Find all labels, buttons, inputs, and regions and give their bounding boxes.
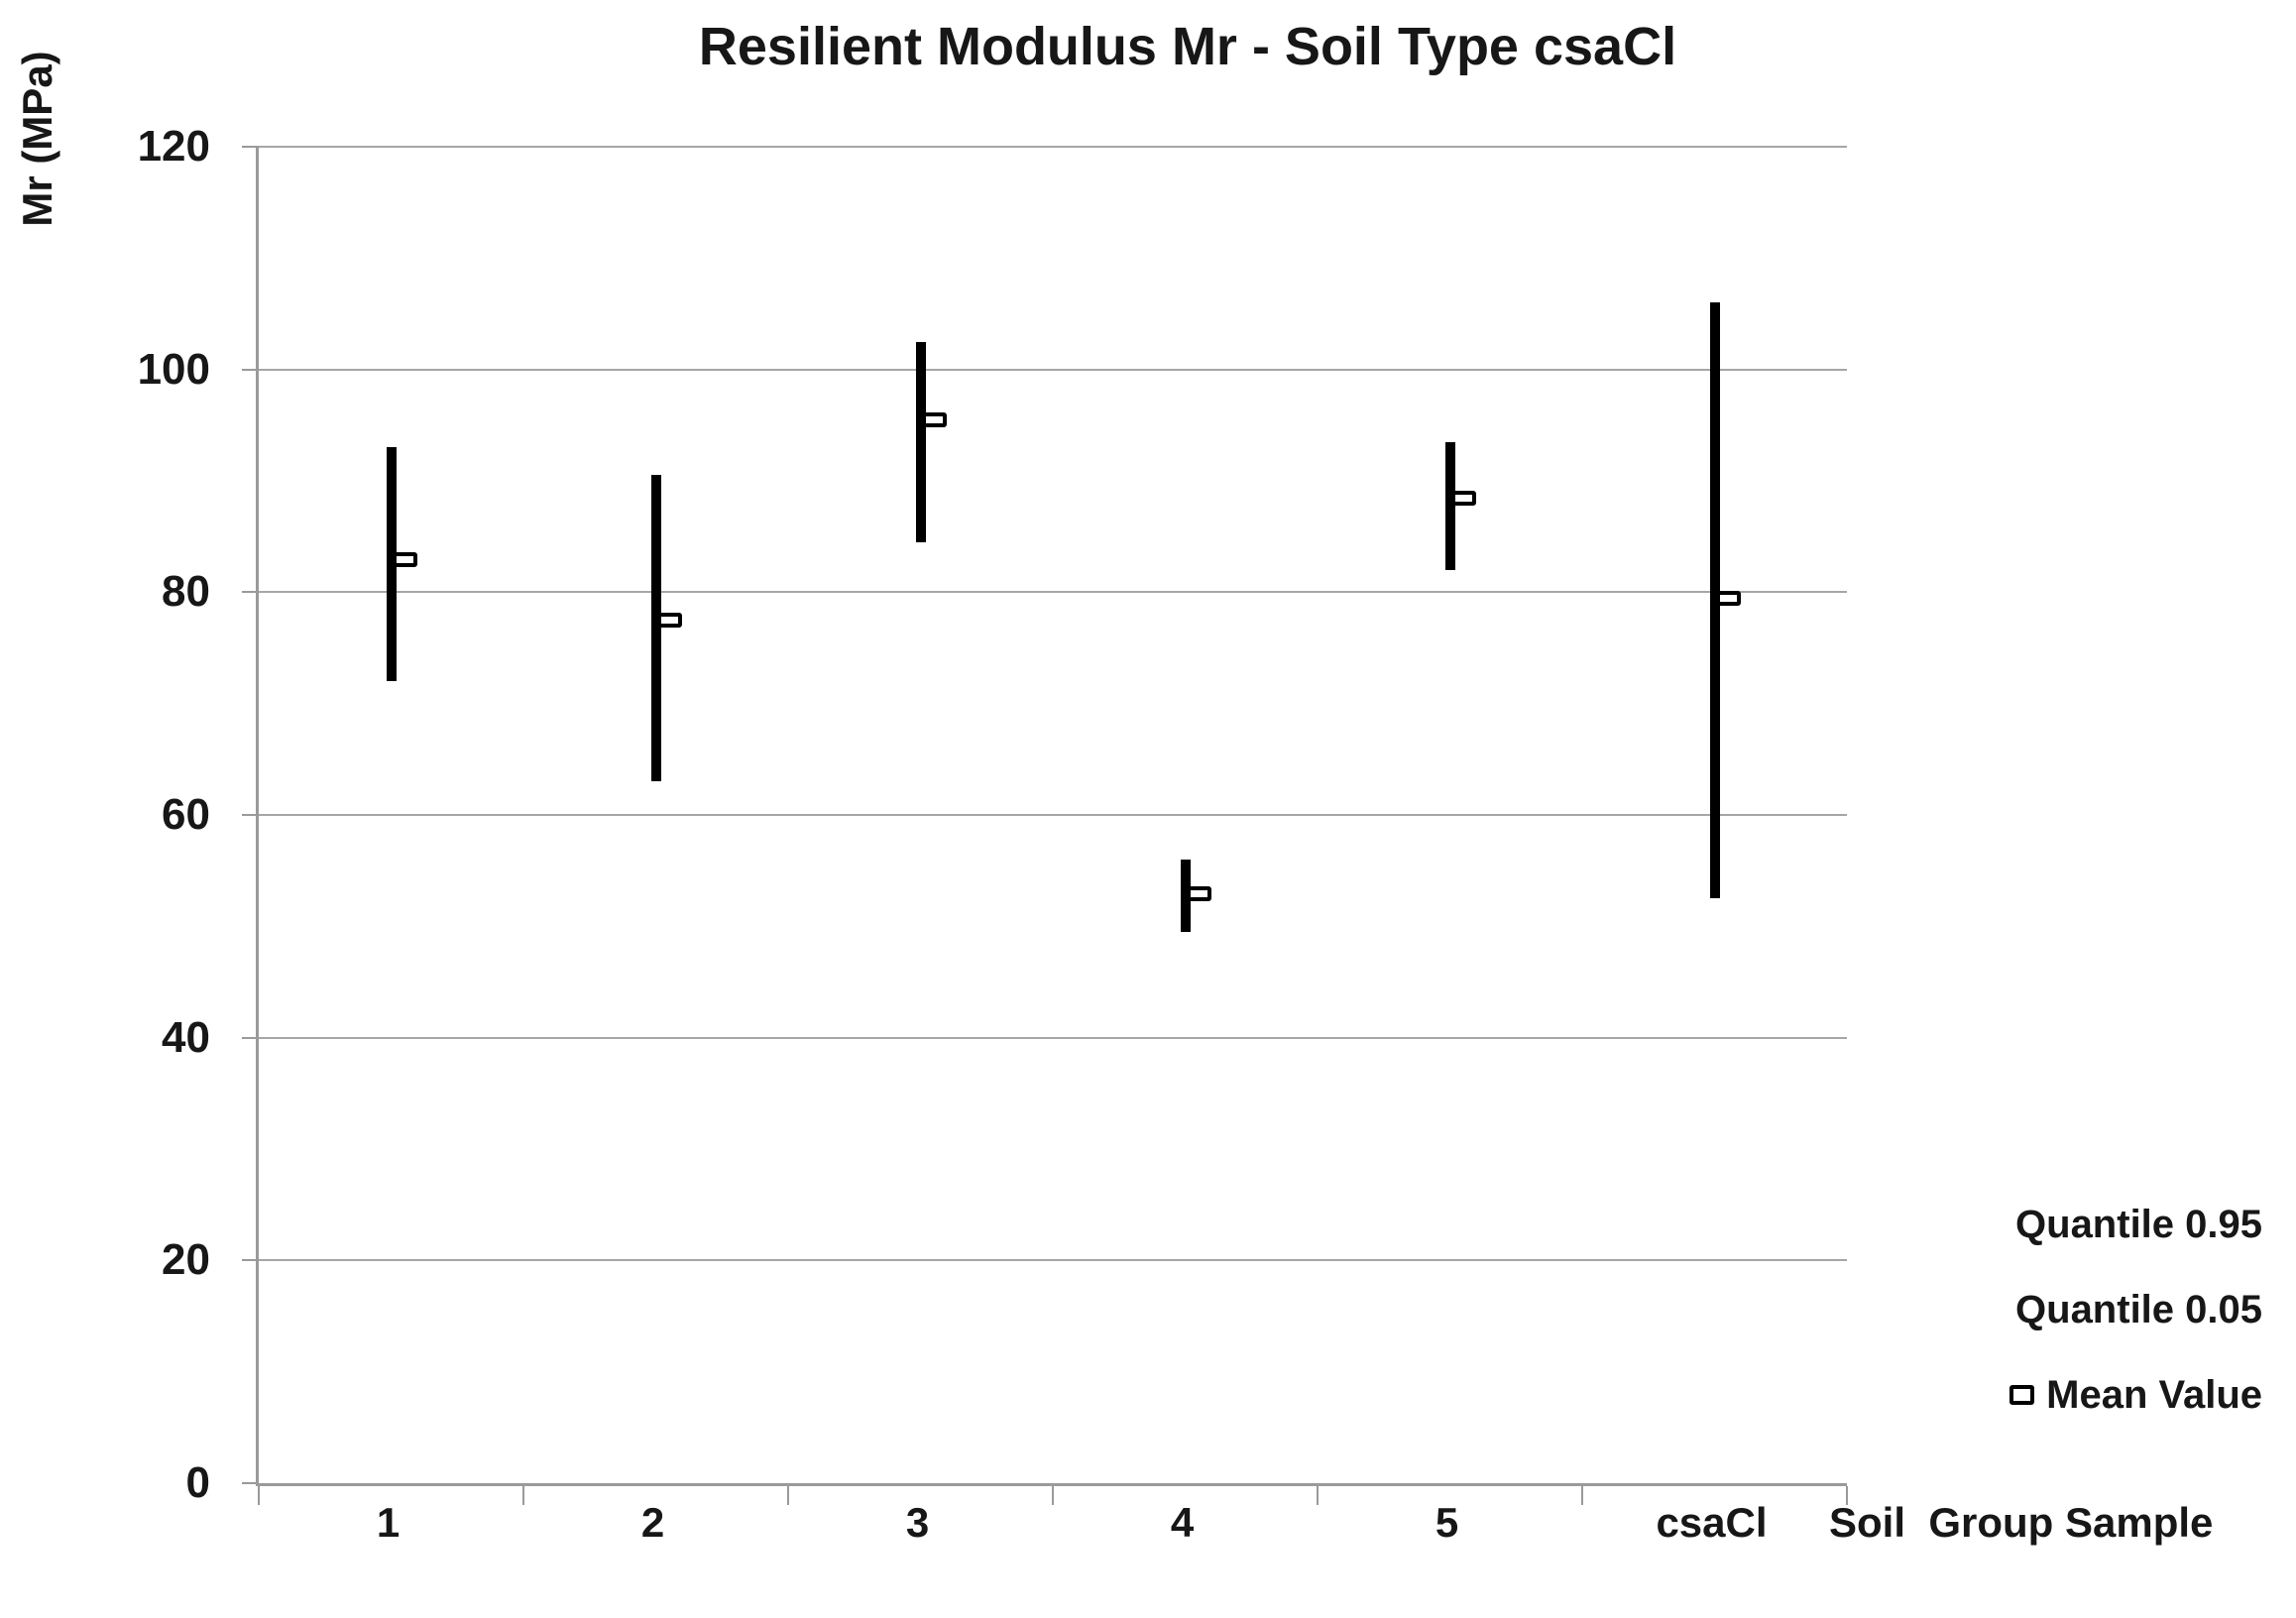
quantile-range-bar [1444,441,1455,570]
y-tick-label: 80 [162,567,210,617]
x-tick-label: 5 [1435,1499,1459,1546]
x-axis-tick [1317,1486,1319,1505]
x-tick-label: 1 [376,1499,401,1546]
legend-item: Quantile 0.95 [2009,1182,2262,1267]
mean-marker [921,412,947,428]
y-axis-tick [242,1259,259,1262]
x-axis-tick [522,1486,524,1505]
y-axis-tick [242,146,259,148]
y-axis-title: Mr (MPa) [14,51,60,227]
gridline [259,591,1847,594]
y-axis-tick [242,1036,259,1039]
legend: Quantile 0.95 Quantile 0.05 Mean Value [2009,1182,2262,1438]
x-axis-tick [787,1486,789,1505]
y-tick-label: 20 [162,1235,210,1285]
quantile-range-bar [386,447,397,682]
y-tick-label: 120 [137,122,210,171]
mean-marker [1450,490,1476,506]
mean-marker [392,551,417,567]
x-axis-tick [1581,1486,1583,1505]
legend-item: Mean Value [2009,1352,2262,1438]
quantile-range-bar [1709,302,1720,899]
x-tick-label: 4 [1170,1499,1195,1546]
gridline [259,146,1847,148]
gridline [259,1036,1847,1039]
gridline [259,814,1847,816]
y-axis-tick [242,368,259,371]
x-axis-tick [1846,1486,1848,1505]
legend-label: Mean Value [2046,1372,2262,1417]
gridline [259,368,1847,371]
x-tick-label: 3 [905,1499,930,1546]
x-axis-tick [258,1486,260,1505]
mean-marker-icon [2009,1385,2035,1405]
plot-area [242,146,1848,1505]
y-tick-label: 0 [185,1458,210,1507]
x-tick-label: csaCl [1656,1499,1768,1546]
mean-marker [1715,590,1741,606]
y-tick-label: 40 [162,1012,210,1062]
chart-title: Resilient Modulus Mr - Soil Type csaCl [698,17,1677,76]
quantile-range-bar [1180,859,1191,932]
x-axis-title: Soil Group Sample [1829,1499,2214,1546]
quantile-range-bar [650,475,661,782]
quantile-range-bar [915,341,926,542]
gridline [259,1259,1847,1262]
y-tick-label: 60 [162,790,210,839]
legend-label: Quantile 0.95 [2015,1202,2262,1246]
legend-item: Quantile 0.05 [2009,1267,2262,1352]
x-tick-label: 2 [640,1499,665,1546]
x-axis-tick [1052,1486,1054,1505]
y-axis-tick [242,814,259,816]
y-tick-label: 100 [137,344,210,394]
mean-marker [656,613,682,629]
legend-label: Quantile 0.05 [2015,1287,2262,1331]
y-axis-tick [242,591,259,594]
y-axis-tick [242,1482,259,1484]
mean-marker [1186,885,1211,901]
